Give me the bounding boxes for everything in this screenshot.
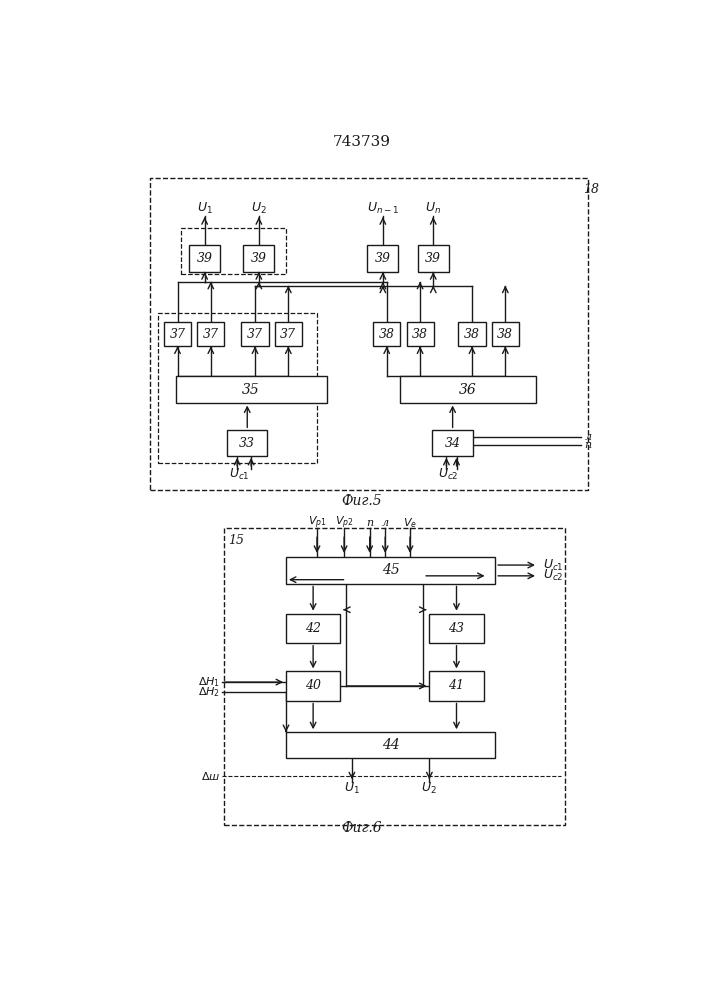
Text: 38: 38	[379, 328, 395, 341]
Text: $U_1$: $U_1$	[197, 201, 213, 216]
Bar	[286, 614, 340, 643]
Text: Фиг.6: Фиг.6	[341, 821, 382, 835]
Bar	[197, 322, 224, 346]
Text: 15: 15	[228, 534, 244, 547]
Text: $\Delta H_2$: $\Delta H_2$	[198, 685, 220, 699]
Text: 18: 18	[583, 183, 599, 196]
Bar	[373, 322, 400, 346]
Text: п: п	[366, 518, 373, 528]
Text: 42: 42	[305, 622, 321, 635]
Bar	[241, 322, 269, 346]
Text: $U_{n-1}$: $U_{n-1}$	[367, 201, 399, 216]
Text: 39: 39	[251, 252, 267, 265]
Bar	[433, 430, 473, 456]
Text: 44: 44	[382, 738, 399, 752]
Text: 38: 38	[497, 328, 513, 341]
Text: 39: 39	[375, 252, 391, 265]
Text: 35: 35	[243, 382, 260, 396]
Text: л: л	[382, 518, 389, 528]
Text: Фиг.5: Фиг.5	[341, 494, 382, 508]
Text: 45: 45	[382, 563, 399, 577]
Text: 34: 34	[445, 437, 461, 450]
Text: $V_{p1}$: $V_{p1}$	[308, 515, 327, 531]
Text: $\Delta ш$: $\Delta ш$	[201, 770, 220, 782]
Text: 41: 41	[448, 679, 464, 692]
Bar	[189, 245, 220, 272]
Bar	[275, 322, 302, 346]
Bar	[429, 614, 484, 643]
Text: 38: 38	[412, 328, 428, 341]
Bar	[243, 245, 274, 272]
Text: 37: 37	[247, 328, 263, 341]
Text: 36: 36	[460, 382, 477, 396]
Text: $U_n$: $U_n$	[425, 201, 441, 216]
Text: 40: 40	[305, 679, 321, 692]
Text: $U_{c2}$: $U_{c2}$	[438, 467, 459, 482]
Bar	[407, 322, 433, 346]
Text: $U_{c1}$: $U_{c1}$	[543, 558, 564, 573]
Text: 37: 37	[280, 328, 296, 341]
Text: 38: 38	[464, 328, 480, 341]
Text: $U_{c2}$: $U_{c2}$	[543, 568, 564, 583]
Text: $U_2$: $U_2$	[251, 201, 267, 216]
Bar	[227, 430, 267, 456]
Bar	[418, 245, 449, 272]
Bar	[286, 732, 495, 758]
Text: 43: 43	[448, 622, 464, 635]
Text: $V_{p2}$: $V_{p2}$	[335, 515, 354, 531]
Text: 743739: 743739	[333, 135, 391, 149]
Bar	[175, 376, 327, 403]
Text: $U_1$: $U_1$	[344, 781, 360, 796]
Bar	[164, 322, 191, 346]
Bar	[368, 245, 398, 272]
Text: 37: 37	[203, 328, 219, 341]
Bar	[458, 322, 486, 346]
Bar	[286, 557, 495, 584]
Bar	[286, 671, 340, 701]
Text: л: л	[585, 432, 592, 442]
Text: 33: 33	[239, 437, 255, 450]
Text: 37: 37	[170, 328, 185, 341]
Text: $\Delta H_1$: $\Delta H_1$	[198, 675, 220, 689]
Text: $U_2$: $U_2$	[421, 781, 437, 796]
Bar	[492, 322, 519, 346]
Text: п: п	[585, 440, 592, 450]
Bar	[429, 671, 484, 701]
Text: 39: 39	[197, 252, 213, 265]
Text: $V_e$: $V_e$	[403, 516, 417, 530]
Text: 39: 39	[425, 252, 441, 265]
Text: $U_{c1}$: $U_{c1}$	[229, 467, 250, 482]
Bar	[400, 376, 536, 403]
